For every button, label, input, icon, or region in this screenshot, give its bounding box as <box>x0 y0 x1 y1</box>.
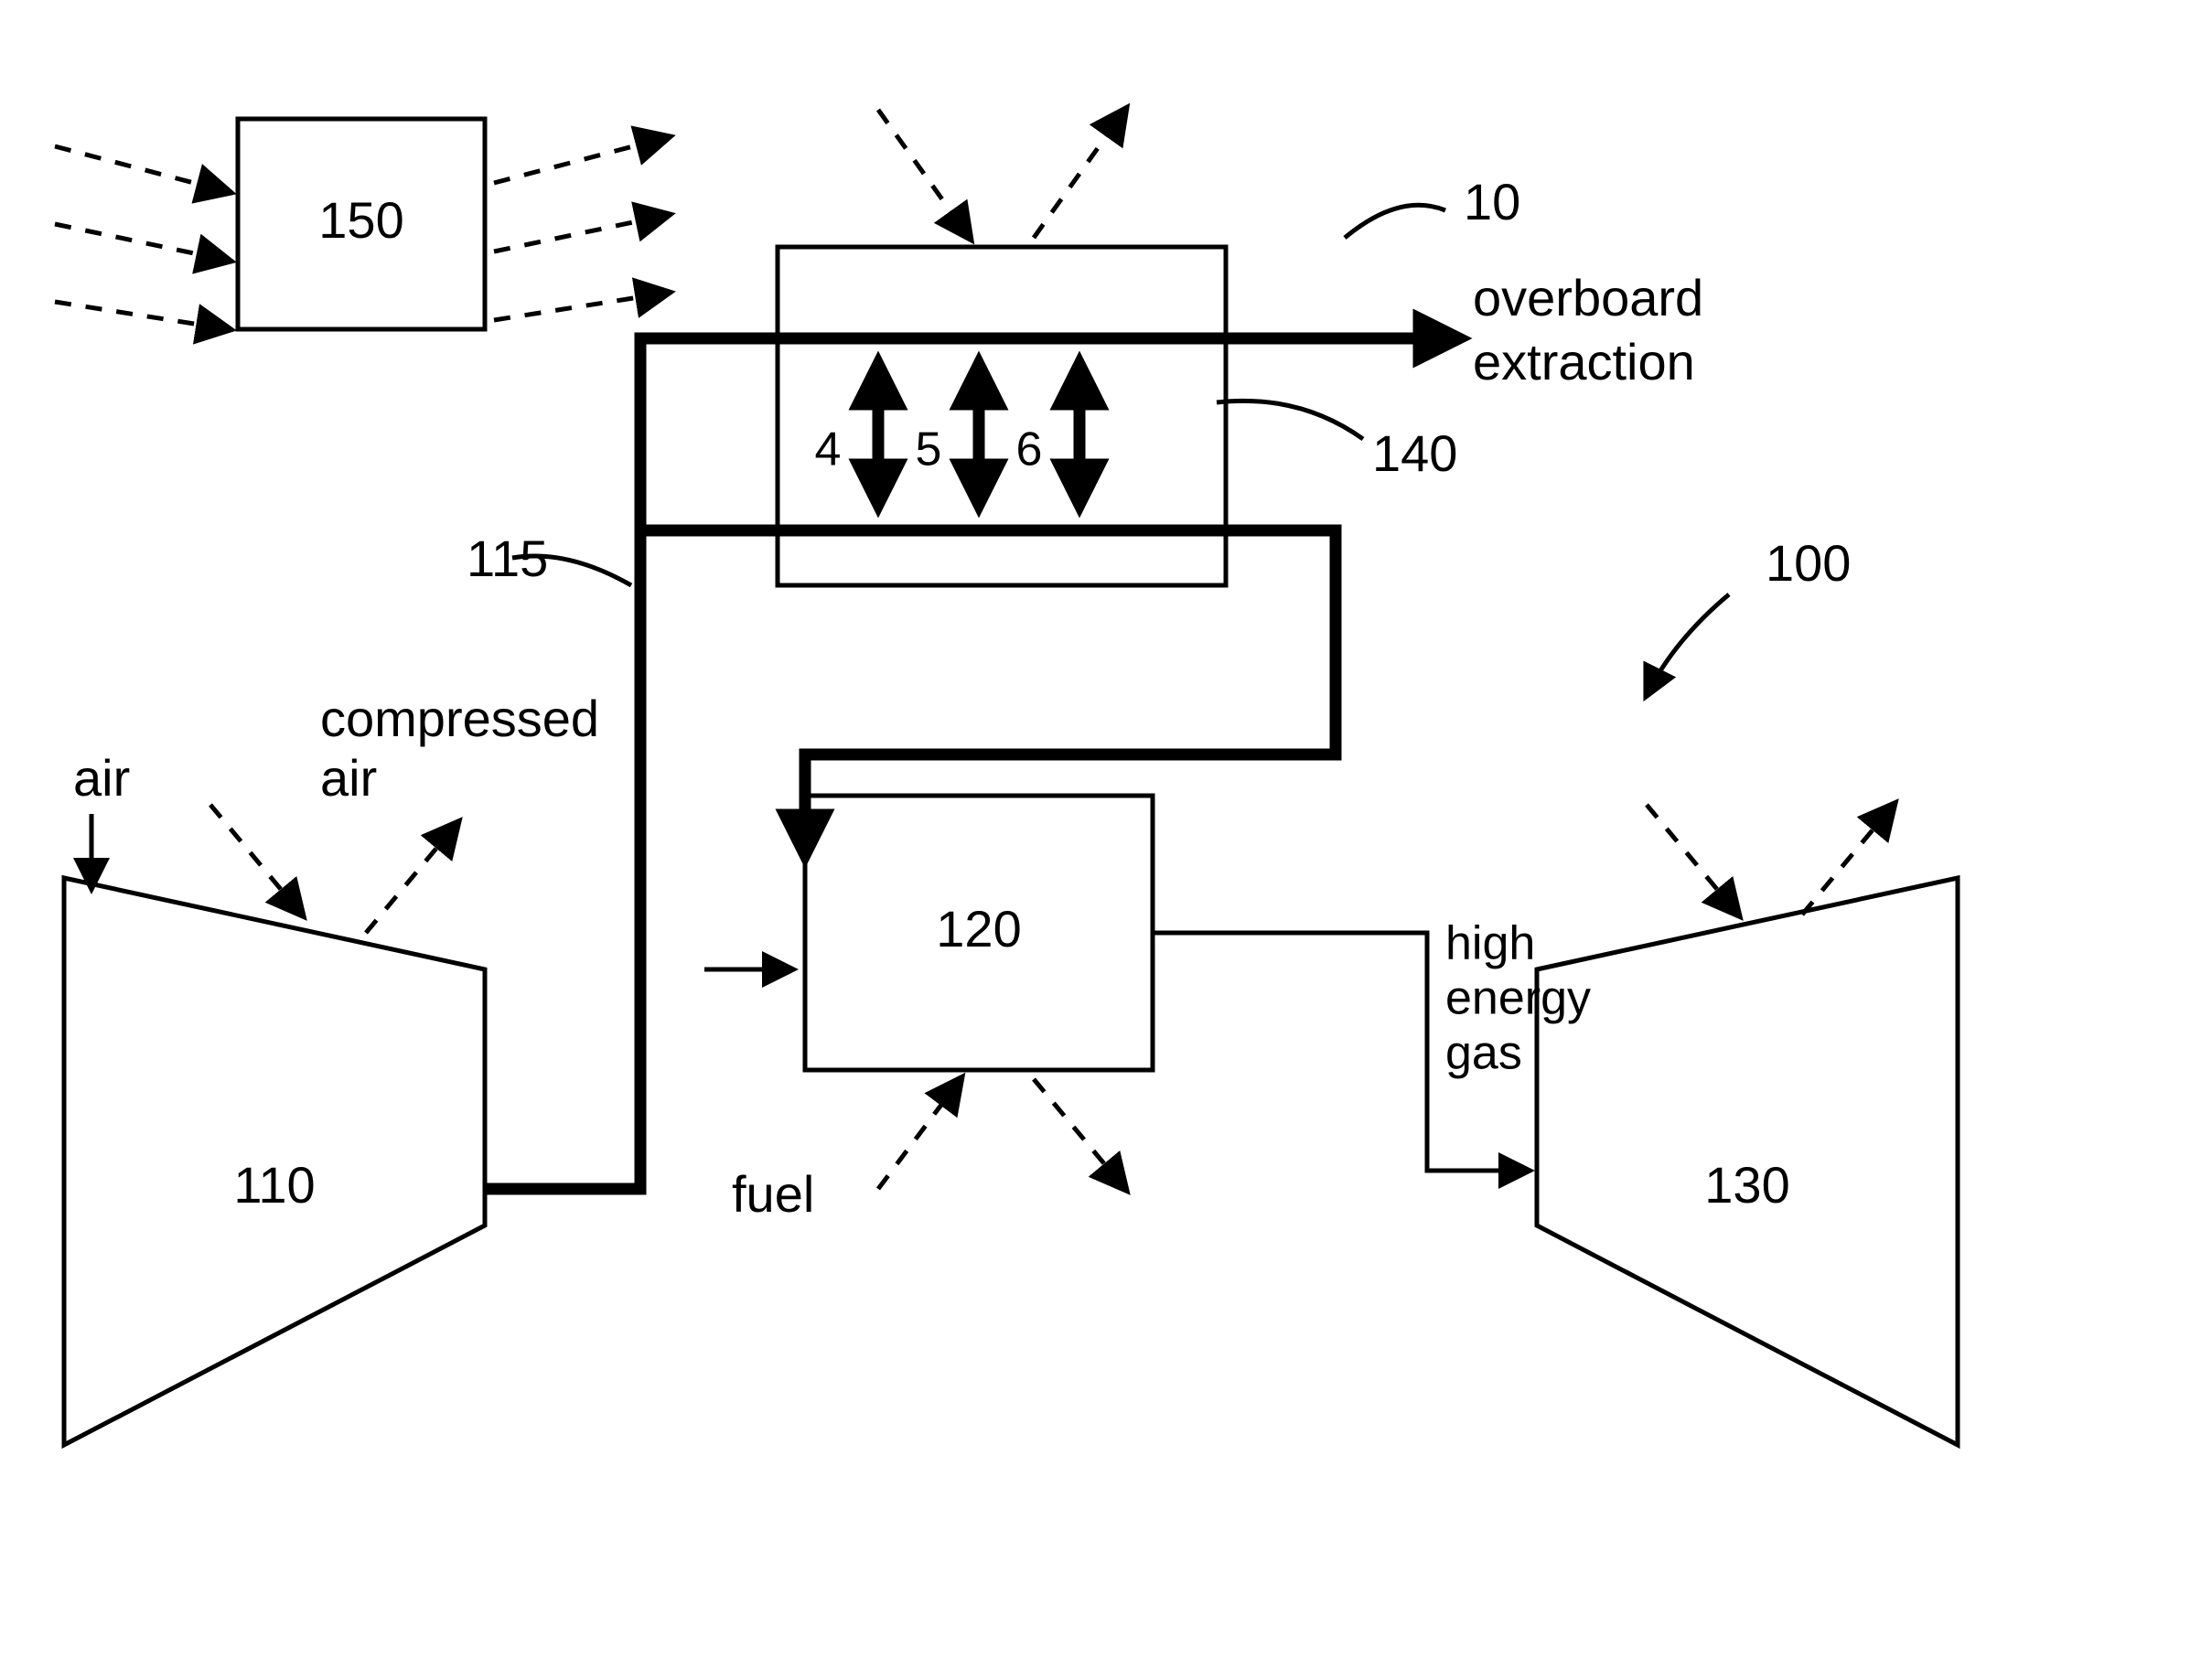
leader-140 <box>1217 401 1363 439</box>
label-air: air <box>73 749 130 807</box>
label-overboard: overboard <box>1473 269 1703 326</box>
leader-100 <box>1647 594 1729 695</box>
label-140: 140 <box>1372 424 1457 482</box>
label-4: 4 <box>815 423 842 476</box>
arrow-out-110 <box>366 823 457 933</box>
label-fuel: fuel <box>732 1165 814 1223</box>
label-10: 10 <box>1464 173 1520 230</box>
arrow-in-110 <box>210 805 302 915</box>
label-120: 120 <box>936 900 1021 958</box>
label-130: 130 <box>1704 1156 1789 1214</box>
label-115: 115 <box>467 530 548 587</box>
arrow-in-150-1 <box>55 146 229 192</box>
label-150: 150 <box>318 191 403 249</box>
label-100: 100 <box>1766 534 1851 592</box>
label-gas: gas <box>1445 1027 1522 1080</box>
arrow-in-120-bl <box>878 1079 961 1189</box>
label-compressed: compressed <box>320 690 599 747</box>
arrow-in-150-2 <box>55 224 229 261</box>
arrow-in-140 <box>878 110 970 238</box>
label-110: 110 <box>233 1156 315 1214</box>
label-high: high <box>1445 917 1535 970</box>
label-5: 5 <box>916 423 942 476</box>
label-energy: energy <box>1445 972 1591 1025</box>
leader-10 <box>1345 205 1445 238</box>
arrow-out-150-2 <box>494 215 668 251</box>
arrow-out-150-3 <box>494 293 668 320</box>
arrow-in-150-3 <box>55 302 229 329</box>
diagram-canvas: 150 10 140 overboard extraction 120 fuel 110 air… <box>0 0 2201 1680</box>
arrow-in-130 <box>1647 805 1738 915</box>
label-extraction: extraction <box>1473 333 1695 391</box>
label-6: 6 <box>1016 423 1043 476</box>
arrow-out-150-1 <box>494 137 668 183</box>
arrow-out-140 <box>1034 110 1125 238</box>
label-compressed-air2: air <box>320 749 377 807</box>
arrow-out-120-br <box>1034 1079 1125 1189</box>
